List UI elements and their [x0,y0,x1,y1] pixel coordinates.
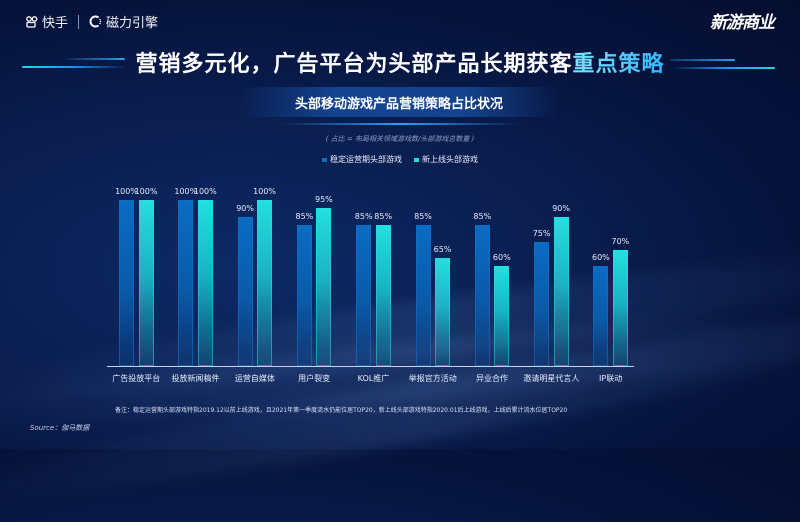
bar-series1 [178,200,194,366]
category-label: 运营自媒体 [234,374,275,383]
title-decor-line [22,66,127,68]
bar-series1 [237,216,253,366]
bar-series1 [534,241,550,366]
title-decor-line [670,67,775,69]
logo-divider [78,14,80,29]
bar-series1 [474,224,490,366]
bar-series2 [197,200,213,366]
bar-series2 [257,200,273,366]
bar-value-label: 85% [354,211,373,221]
bar-value-label: 90% [236,203,254,213]
category-label: 投放新闻稿件 [171,374,220,383]
legend-label-series1: 稳定运营期头部游戏 [330,155,402,164]
bar-value-label: 100% [253,187,277,196]
chart-legend: 稳定运营期头部游戏 新上线头部游戏 [0,154,800,165]
bar-value-label: 85% [473,211,492,221]
bar-value-label: 90% [552,203,570,213]
bar-series1 [119,200,134,366]
header-logos: 快手 磁力引擎 [26,12,158,31]
bar-value-label: 60% [592,253,610,263]
bar-value-label: 100% [134,187,158,196]
category-label: 用户裂变 [298,374,331,383]
footnote: 备注：稳定运营期头部游戏特指2019.12以前上线游戏，且2021年第一季度流水… [115,407,568,414]
legend-swatch-series2 [414,157,419,162]
bar-series2 [612,249,628,366]
legend-item-series1: 稳定运营期头部游戏 [322,154,402,165]
legend-item-series2: 新上线头部游戏 [414,154,478,165]
bar-series2 [316,208,332,366]
bar-value-label: 85% [295,211,314,221]
bar-value-label: 100% [193,187,217,196]
formula-note: ( 占比 = 布局相关领域游戏数/头部游戏总数量 ) [325,135,475,143]
source-credit: Source：伽马数据 [30,424,90,432]
cili-engine-logo-text: 磁力引擎 [106,16,159,31]
bar-series1 [415,224,431,366]
category-label: 邀请明星代言人 [523,374,580,383]
bar-value-label: 100% [115,187,138,196]
kuaishou-logo-text: 快手 [42,16,69,31]
page-title-main: 营销多元化，广告平台为头部产品长期获客 [135,52,573,77]
page-title: 营销多元化，广告平台为头部产品长期获客重点策略 [135,46,664,78]
bar-series2 [553,216,569,366]
bar-series1 [356,224,372,366]
bar-series2 [494,266,510,366]
chart-title-banner: 头部移动游戏产品营销策略占比状况 [238,87,560,117]
category-label: KOL推广 [357,374,390,383]
bar-series1 [296,224,312,366]
x-axis-line [107,366,634,367]
title-decor-line [60,58,125,60]
category-label: 广告投放平台 [112,374,161,383]
kuaishou-logo-icon [26,15,38,28]
bar-value-label: 85% [414,211,432,221]
chart-title-underline [280,123,520,125]
bar-value-label: 85% [374,211,393,221]
chart-title: 头部移动游戏产品营销策略占比状况 [294,96,503,112]
bar-value-label: 70% [611,236,630,246]
bar-value-label: 100% [174,187,198,196]
title-row: 营销多元化，广告平台为头部产品长期获客重点策略 [0,45,800,79]
bar-value-label: 75% [532,228,551,238]
brand-logo-xinyou: 新游商业 [710,13,775,33]
bar-series2 [138,200,154,366]
page-title-highlight: 重点策略 [572,52,665,77]
bar-series1 [593,266,609,366]
cili-engine-logo-icon [89,15,102,28]
legend-swatch-series1 [322,157,327,162]
bar-value-label: 60% [492,253,511,263]
bar-value-label: 65% [433,245,452,255]
bar-chart: 100% 100% 广告投放平台 100% 100% 投放新闻稿件 90% 100% 运营自媒体… [107,187,634,383]
bar-series2 [375,224,391,366]
bar-value-label: 95% [315,195,333,205]
category-label: 异业合作 [476,374,509,383]
category-label: 举报官方活动 [408,374,457,383]
legend-label-series2: 新上线头部游戏 [422,155,478,164]
bar-series2 [435,258,450,366]
title-decor-line [670,59,735,61]
category-label: IP联动 [599,374,623,383]
